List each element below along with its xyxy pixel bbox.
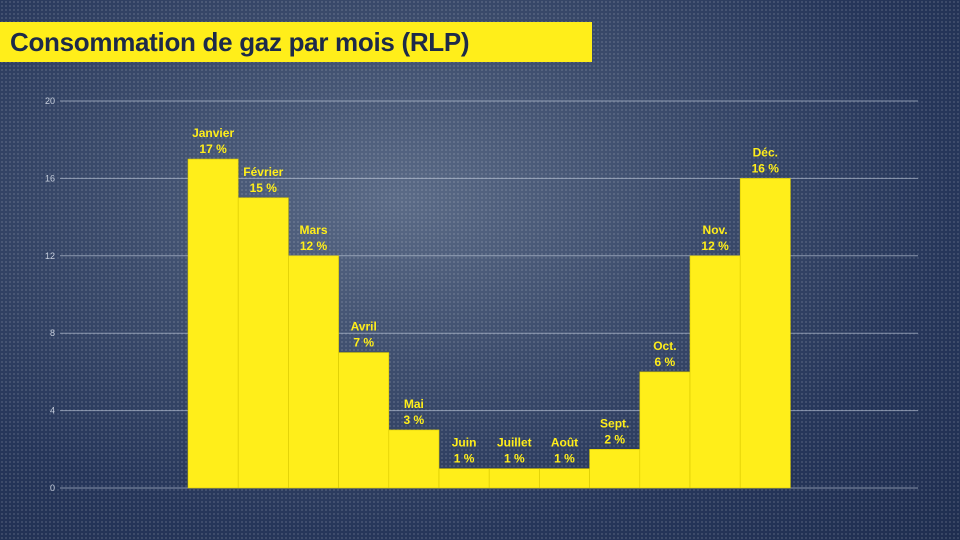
data-label: 17 % [199,142,227,156]
data-label: 1 % [504,452,525,466]
category-label: Juillet [497,436,532,450]
data-label: 2 % [604,432,625,446]
data-label: 12 % [701,239,729,253]
data-label: 6 % [655,355,676,369]
bar [639,371,691,489]
category-label: Février [243,165,283,179]
category-label: Oct. [653,339,676,353]
category-label: Sept. [600,416,629,430]
data-label: 15 % [250,181,278,195]
y-tick-label: 4 [50,406,55,416]
bar [187,158,239,489]
y-tick-label: 0 [50,483,55,493]
bar [438,468,490,489]
category-label: Nov. [703,223,728,237]
category-label: Mai [404,397,424,411]
data-label: 3 % [404,413,425,427]
category-label: Août [551,436,578,450]
data-label: 7 % [353,336,374,350]
y-tick-label: 12 [45,251,55,261]
data-label: 16 % [752,161,780,175]
bar [589,448,641,489]
data-label: 1 % [554,452,575,466]
category-label: Mars [299,223,327,237]
bar [488,468,540,489]
bar [739,178,791,489]
y-tick-label: 8 [50,328,55,338]
bar [388,429,440,489]
bar [338,352,390,489]
category-label: Déc. [753,145,778,159]
bar [689,255,741,489]
bar [539,468,590,489]
title-banner: Consommation de gaz par mois (RLP) [0,22,592,62]
data-label: 1 % [454,452,475,466]
bar [237,197,289,489]
bar [288,255,339,489]
chart-title: Consommation de gaz par mois (RLP) [10,27,470,57]
data-label: 12 % [300,239,328,253]
category-label: Janvier [192,126,234,140]
category-label: Juin [452,436,477,450]
y-tick-label: 16 [45,173,55,183]
category-label: Avril [351,320,377,334]
y-tick-label: 20 [45,96,55,106]
